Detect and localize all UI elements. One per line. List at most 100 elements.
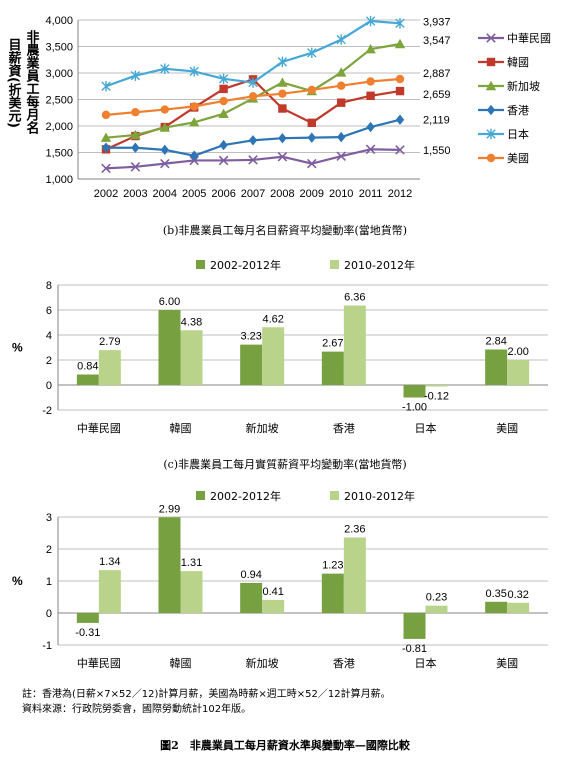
bar: [262, 327, 285, 385]
data-point: [486, 33, 496, 43]
category-label: 日本: [415, 421, 437, 435]
y-tick-label: 4,000: [45, 15, 73, 27]
data-point: [277, 77, 288, 87]
end-value-label: 2,659: [423, 89, 451, 101]
legend-label: 中華民國: [507, 32, 551, 45]
y-tick-label: 0: [46, 380, 52, 392]
y-axis-label: %: [12, 341, 23, 355]
data-label: 2.00: [507, 346, 528, 358]
y-tick-label: 1,500: [45, 148, 73, 160]
category-label: 美國: [496, 422, 518, 435]
x-tick-label: 2008: [270, 188, 294, 200]
legend-label: 2010-2012年: [344, 489, 415, 503]
data-point: [101, 81, 111, 92]
data-point: [366, 91, 375, 100]
data-point: [159, 122, 170, 132]
y-tick-label: -1: [42, 640, 52, 652]
legend-label: 香港: [507, 104, 529, 117]
data-label: 1.31: [181, 557, 202, 569]
data-label: -0.31: [75, 627, 100, 639]
y-tick-label: 0: [46, 608, 52, 620]
data-point: [277, 151, 288, 162]
data-point: [307, 158, 317, 169]
data-point: [248, 77, 258, 88]
bar: [343, 537, 366, 613]
bar: [158, 310, 181, 385]
y-tick-label: 3: [46, 512, 52, 524]
data-point: [278, 132, 287, 144]
y-tick-label: 3,500: [45, 42, 73, 54]
data-label: -1.00: [402, 402, 427, 414]
x-tick-label: 2009: [300, 188, 324, 200]
data-point: [248, 92, 258, 101]
series-香港: 2,119 香港: [101, 104, 529, 161]
bar: [321, 573, 344, 613]
line-chart-ylabel: 非農業員工每月名 目薪資(折美元): [6, 29, 41, 135]
data-point: [100, 132, 112, 142]
bar: [240, 344, 263, 385]
bar: [158, 517, 181, 613]
data-point: [160, 63, 170, 74]
data-point: [101, 163, 111, 174]
data-point: [190, 150, 199, 161]
data-point: [101, 110, 111, 120]
data-point: [395, 74, 405, 84]
data-point: [337, 98, 346, 107]
x-tick-label: 2011: [359, 188, 383, 200]
data-point: [395, 86, 405, 96]
data-point: [395, 145, 405, 155]
y-tick-label: -2: [42, 405, 52, 417]
data-point: [366, 77, 375, 86]
y-tick-label: 8: [46, 280, 52, 292]
bar: [485, 349, 508, 385]
bar-chart-real-wage-change: 2002-2012年 2010-2012年 -1 0 1 2 3% 中華民國 -0.31 1.34…: [12, 489, 548, 670]
data-point: [248, 155, 258, 165]
data-point: [131, 108, 140, 117]
category-label: 美國: [496, 657, 518, 670]
data-label: 0.41: [262, 586, 283, 598]
data-point: [219, 84, 228, 94]
data-label: 2.79: [99, 336, 120, 348]
data-point: [307, 85, 316, 95]
bar: [425, 385, 448, 387]
data-label: 2.36: [344, 523, 365, 535]
data-point: [101, 142, 111, 153]
bar: [425, 605, 448, 613]
data-point: [277, 56, 288, 68]
legend-label: 美國: [507, 152, 529, 165]
data-point: [486, 104, 496, 116]
data-point: [218, 73, 229, 85]
series-美國: 2,887 美國: [101, 68, 529, 165]
data-label: 1.23: [322, 560, 343, 572]
data-point: [365, 15, 376, 27]
bar: [76, 374, 99, 385]
legend-label: 2002-2012年: [210, 258, 281, 272]
bar: [321, 351, 344, 385]
x-tick-label: 2005: [182, 188, 206, 200]
figure-caption: 圖2 非農業員工每月薪資水準與變動率—國際比較: [160, 738, 411, 752]
end-value-label: 1,550: [423, 145, 451, 157]
legend-label: 日本: [507, 127, 529, 141]
data-label: 4.38: [181, 316, 202, 328]
legend-label: 新加坡: [507, 79, 540, 93]
y-tick-label: 2,500: [45, 95, 73, 107]
category-label: 中華民國: [77, 422, 121, 435]
data-label: 2.84: [485, 336, 506, 348]
bar: [403, 385, 426, 398]
chart-b-title: (b)非農業員工每月名目薪資平均變動率(當地貨幣): [163, 223, 407, 237]
data-point: [365, 144, 376, 155]
bar: [180, 330, 203, 385]
x-tick-label: 2010: [329, 188, 353, 200]
category-label: 日本: [415, 656, 437, 670]
legend-swatch: [330, 491, 339, 500]
end-value-label: 3,937: [423, 16, 451, 28]
y-tick-label: 1: [46, 576, 52, 588]
data-point: [189, 66, 199, 77]
data-point: [160, 158, 170, 169]
category-label: 新加坡: [246, 656, 279, 670]
source-text: 資料來源：行政院勞委會，國際勞動統計102年版。: [22, 702, 251, 715]
bar: [98, 570, 121, 613]
data-label: 4.62: [262, 313, 283, 325]
data-label: 6.00: [159, 296, 180, 308]
data-point: [130, 129, 141, 140]
